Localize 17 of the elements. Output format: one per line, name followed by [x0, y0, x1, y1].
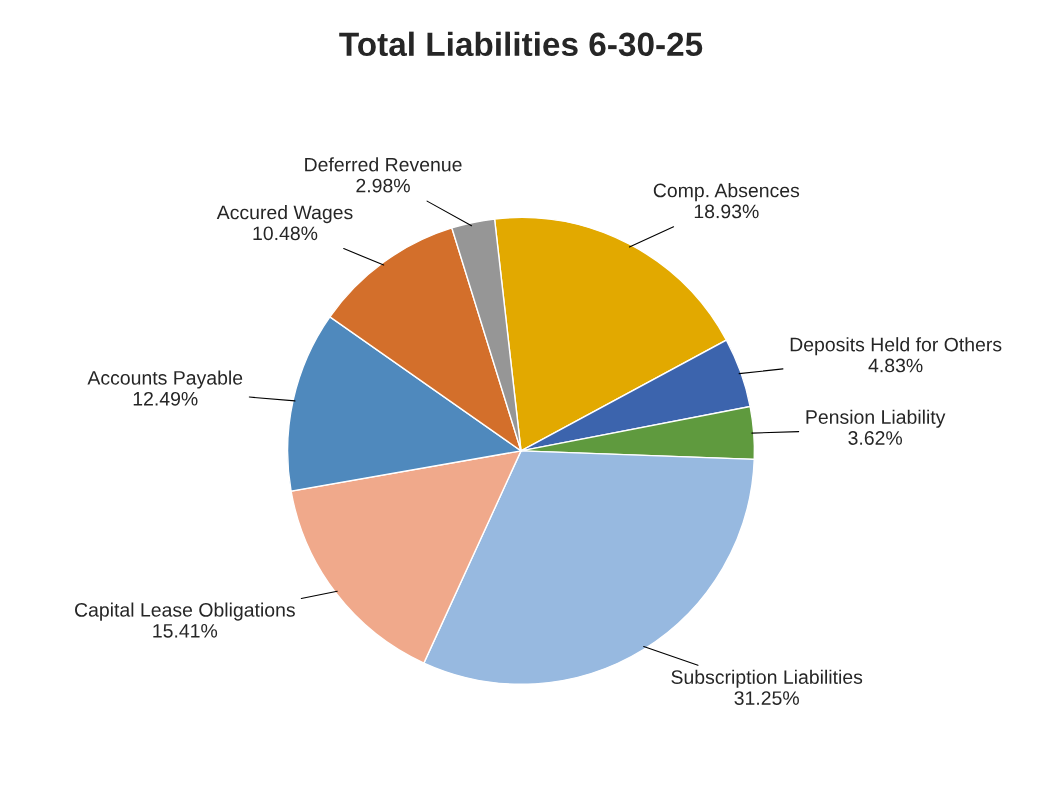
chart-title: Total Liabilities 6-30-25 — [339, 31, 703, 57]
data-label: 15.41% — [153, 624, 218, 638]
data-label: 3.62% — [848, 431, 903, 445]
slice-label: Accounts Payable — [87, 370, 243, 389]
slice-label: Subscription Liabilities — [671, 669, 863, 688]
slice-label: Comp. Absences — [653, 183, 800, 202]
data-label: 31.25% — [734, 691, 799, 705]
slice-label: Accured Wages — [216, 205, 353, 224]
slice-label: Deposits Held for Others — [790, 337, 1002, 356]
slice-label: Deferred Revenue — [305, 157, 462, 172]
slice-label: Pension Liability — [806, 409, 946, 428]
data-label: 2.98% — [356, 178, 410, 193]
data-label: 4.83% — [868, 358, 923, 373]
data-label: 10.48% — [253, 226, 318, 241]
data-label: 12.49% — [133, 391, 198, 406]
data-label: 18.93% — [694, 204, 759, 219]
slice-label: Capital Lease Obligations — [75, 602, 295, 621]
